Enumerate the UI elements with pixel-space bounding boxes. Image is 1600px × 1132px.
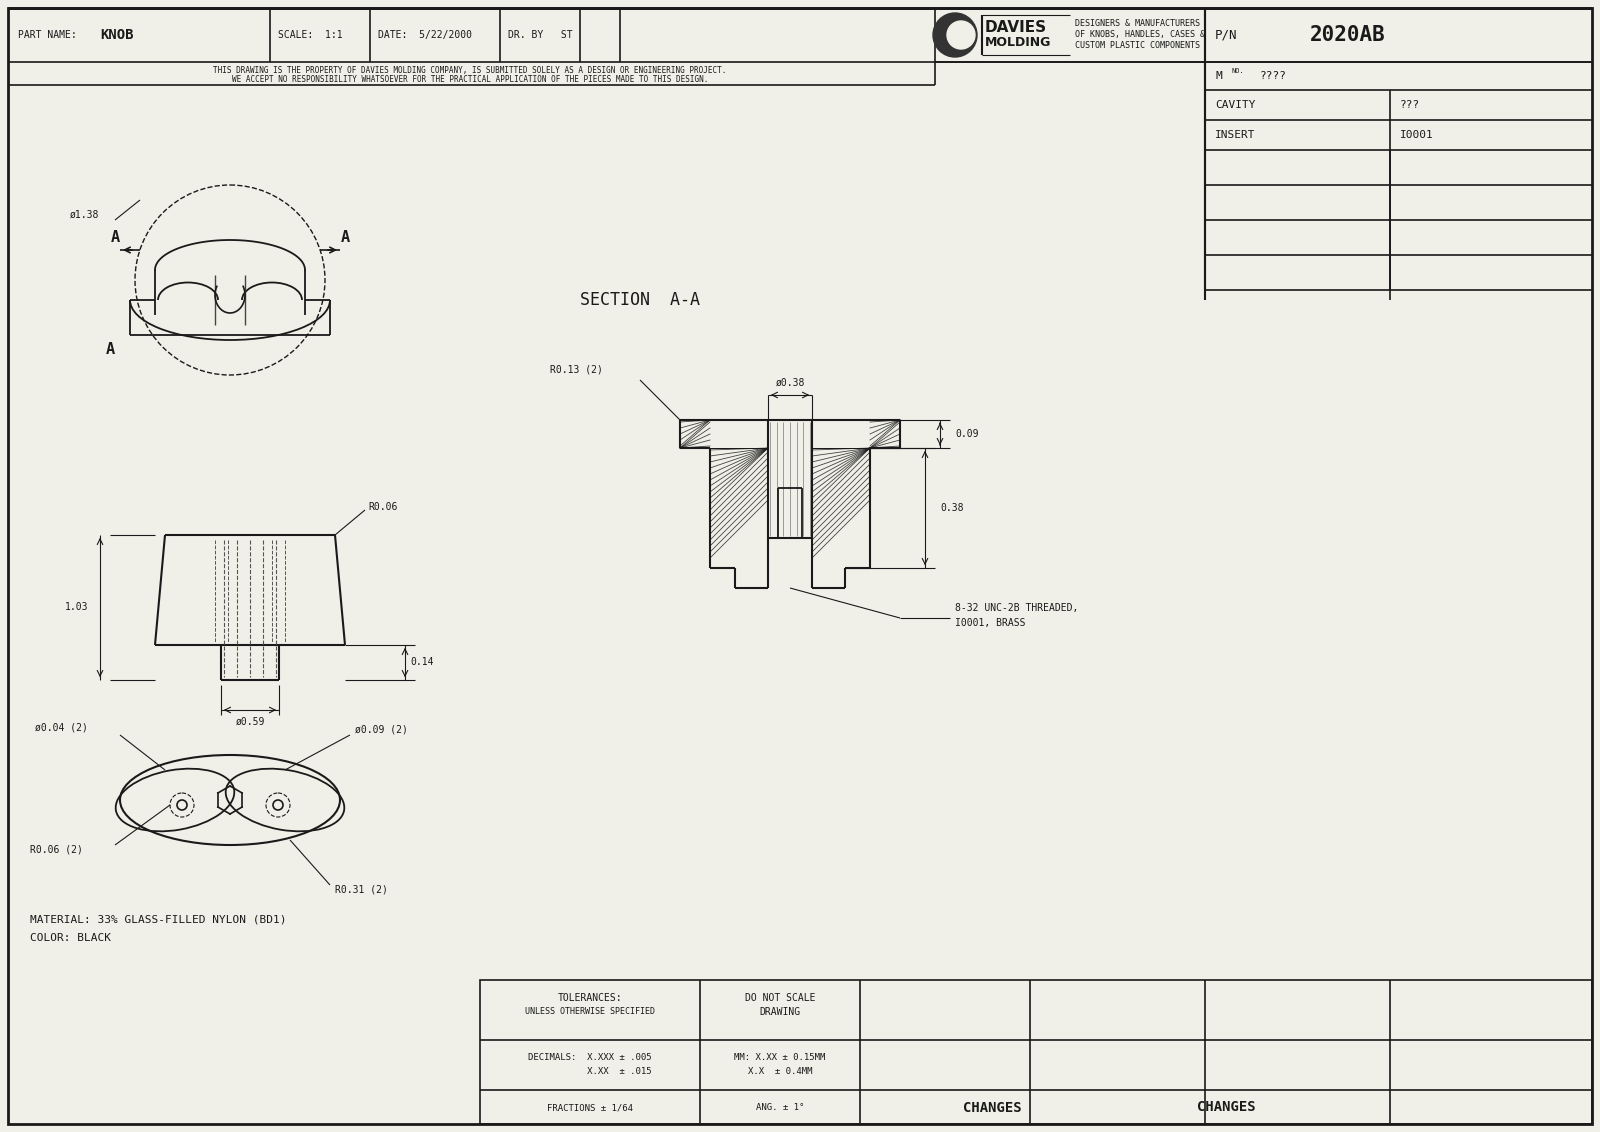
Text: MOLDING: MOLDING (986, 36, 1051, 50)
Circle shape (933, 12, 978, 57)
Text: MM: X.XX ± 0.15MM: MM: X.XX ± 0.15MM (734, 1054, 826, 1063)
Text: CHANGES: CHANGES (1197, 1100, 1256, 1114)
Text: 2020AB: 2020AB (1310, 25, 1386, 45)
Text: R0.31 (2): R0.31 (2) (334, 885, 387, 895)
Text: DATE:  5/22/2000: DATE: 5/22/2000 (378, 31, 472, 40)
Text: OF KNOBS, HANDLES, CASES &: OF KNOBS, HANDLES, CASES & (1075, 31, 1205, 40)
Text: A: A (341, 231, 349, 246)
Text: ????: ???? (1261, 71, 1286, 82)
Text: X.X  ± 0.4MM: X.X ± 0.4MM (747, 1067, 813, 1077)
Text: THIS DRAWING IS THE PROPERTY OF DAVIES MOLDING COMPANY, IS SUBMITTED SOLELY AS A: THIS DRAWING IS THE PROPERTY OF DAVIES M… (213, 66, 726, 75)
Text: SCALE:  1:1: SCALE: 1:1 (278, 31, 342, 40)
Text: A: A (106, 343, 115, 358)
Text: 0.38: 0.38 (941, 503, 963, 513)
Text: PART NAME:: PART NAME: (18, 31, 77, 40)
Text: R0.06 (2): R0.06 (2) (30, 844, 83, 855)
Text: UNLESS OTHERWISE SPECIFIED: UNLESS OTHERWISE SPECIFIED (525, 1007, 654, 1017)
Text: ø0.04 (2): ø0.04 (2) (35, 723, 88, 734)
Text: CAVITY: CAVITY (1214, 100, 1256, 110)
Text: COLOR: BLACK: COLOR: BLACK (30, 933, 110, 943)
Text: KNOB: KNOB (99, 28, 133, 42)
Text: ø1.38: ø1.38 (70, 211, 99, 220)
Text: WE ACCEPT NO RESPONSIBILITY WHATSOEVER FOR THE PRACTICAL APPLICATION OF THE PIEC: WE ACCEPT NO RESPONSIBILITY WHATSOEVER F… (232, 75, 709, 84)
Text: DR. BY   ST: DR. BY ST (509, 31, 573, 40)
Text: M: M (1214, 71, 1222, 82)
Text: 0.14: 0.14 (410, 657, 434, 667)
Text: NO.: NO. (1232, 68, 1245, 74)
Text: INSERT: INSERT (1214, 130, 1256, 140)
Bar (480, 980, 1592, 1124)
Text: 1.03: 1.03 (66, 602, 88, 612)
Text: X.XX  ± .015: X.XX ± .015 (528, 1067, 651, 1077)
Text: ø0.59: ø0.59 (235, 717, 264, 727)
Text: ANG. ± 1°: ANG. ± 1° (755, 1104, 805, 1113)
Text: FRACTIONS ± 1/64: FRACTIONS ± 1/64 (547, 1104, 634, 1113)
Text: DRAWING: DRAWING (760, 1007, 800, 1017)
Text: DAVIES: DAVIES (986, 20, 1046, 35)
Text: ø0.38: ø0.38 (776, 378, 805, 388)
Text: DO NOT SCALE: DO NOT SCALE (744, 993, 816, 1003)
Text: MATERIAL: 33% GLASS-FILLED NYLON (BD1): MATERIAL: 33% GLASS-FILLED NYLON (BD1) (30, 915, 286, 925)
Text: CUSTOM PLASTIC COMPONENTS: CUSTOM PLASTIC COMPONENTS (1075, 42, 1200, 51)
Text: R0.13 (2): R0.13 (2) (550, 365, 603, 375)
Text: I0001: I0001 (1400, 130, 1434, 140)
Text: DECIMALS:  X.XXX ± .005: DECIMALS: X.XXX ± .005 (528, 1054, 651, 1063)
Text: R0.06: R0.06 (368, 501, 397, 512)
Text: TOLERANCES:: TOLERANCES: (558, 993, 622, 1003)
Text: DESIGNERS & MANUFACTURERS: DESIGNERS & MANUFACTURERS (1075, 19, 1200, 28)
Text: I0001, BRASS: I0001, BRASS (955, 618, 1026, 628)
Text: P/N: P/N (1214, 28, 1237, 42)
Text: ???: ??? (1400, 100, 1421, 110)
Text: 8-32 UNC-2B THREADED,: 8-32 UNC-2B THREADED, (955, 603, 1078, 614)
Text: ø0.09 (2): ø0.09 (2) (355, 724, 408, 735)
Text: 0.09: 0.09 (955, 429, 979, 439)
Text: SECTION  A-A: SECTION A-A (579, 291, 701, 309)
Text: CHANGES: CHANGES (963, 1101, 1021, 1115)
Text: A: A (110, 231, 120, 246)
Circle shape (947, 22, 974, 49)
